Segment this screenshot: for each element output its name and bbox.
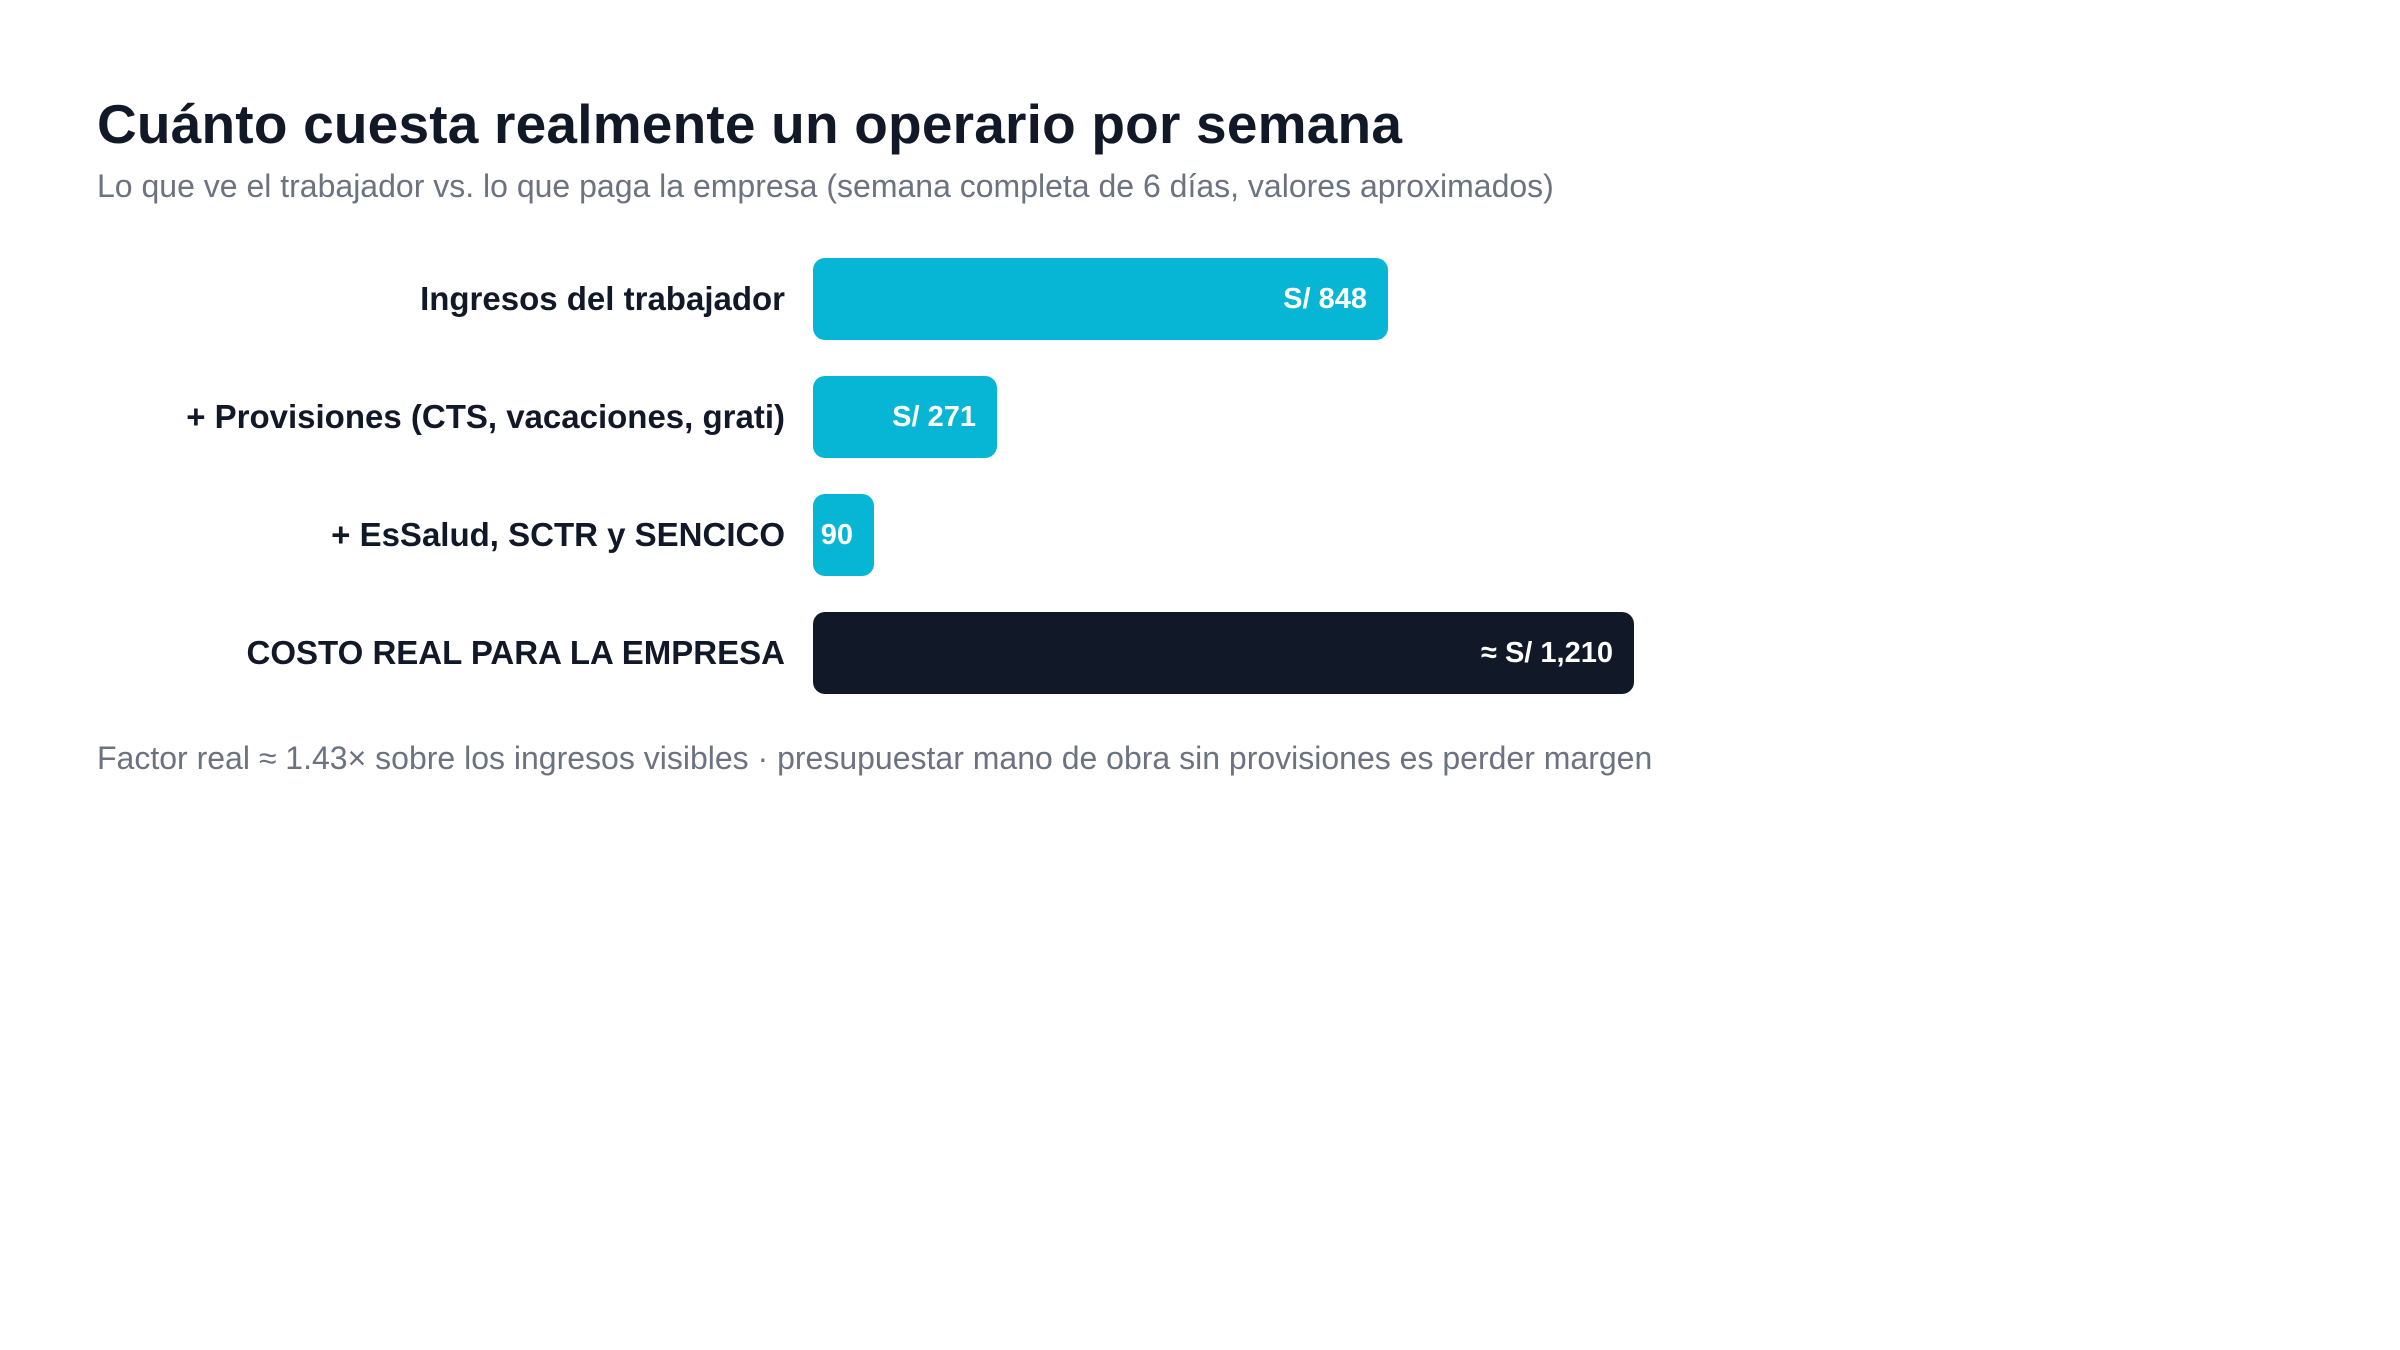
- bar-value-label: S/ 848: [1283, 283, 1367, 315]
- bar-value-label: S/ 271: [892, 401, 976, 433]
- chart-title: Cuánto cuesta realmente un operario por …: [97, 93, 1403, 155]
- bar-row: Ingresos del trabajador S/ 848: [0, 258, 2400, 340]
- bar: S/ 271: [813, 376, 997, 458]
- bar-row: + Provisiones (CTS, vacaciones, grati) S/…: [0, 376, 2400, 458]
- bar-row: COSTO REAL PARA LA EMPRESA ≈ S/ 1,210: [0, 612, 2400, 694]
- bar-chart: Ingresos del trabajador S/ 848 + Provision…: [0, 250, 2400, 700]
- category-label: Ingresos del trabajador: [420, 280, 785, 317]
- category-label: COSTO REAL PARA LA EMPRESA: [246, 634, 785, 671]
- bar: S/ 848: [813, 258, 1388, 340]
- chart-footnote: Factor real ≈ 1.43× sobre los ingresos v…: [97, 740, 1653, 776]
- category-label: + Provisiones (CTS, vacaciones, grati): [186, 398, 785, 435]
- bar: S/ 90: [785, 494, 874, 576]
- category-label: + EsSalud, SCTR y SENCICO: [331, 516, 785, 553]
- bar: ≈ S/ 1,210: [813, 612, 1634, 694]
- bar-value-label: ≈ S/ 1,210: [1480, 637, 1613, 669]
- bar-value-label: S/ 90: [785, 519, 853, 551]
- bar-row: + EsSalud, SCTR y SENCICO S/ 90: [0, 494, 2400, 576]
- chart-subtitle: Lo que ve el trabajador vs. lo que paga …: [97, 168, 1554, 204]
